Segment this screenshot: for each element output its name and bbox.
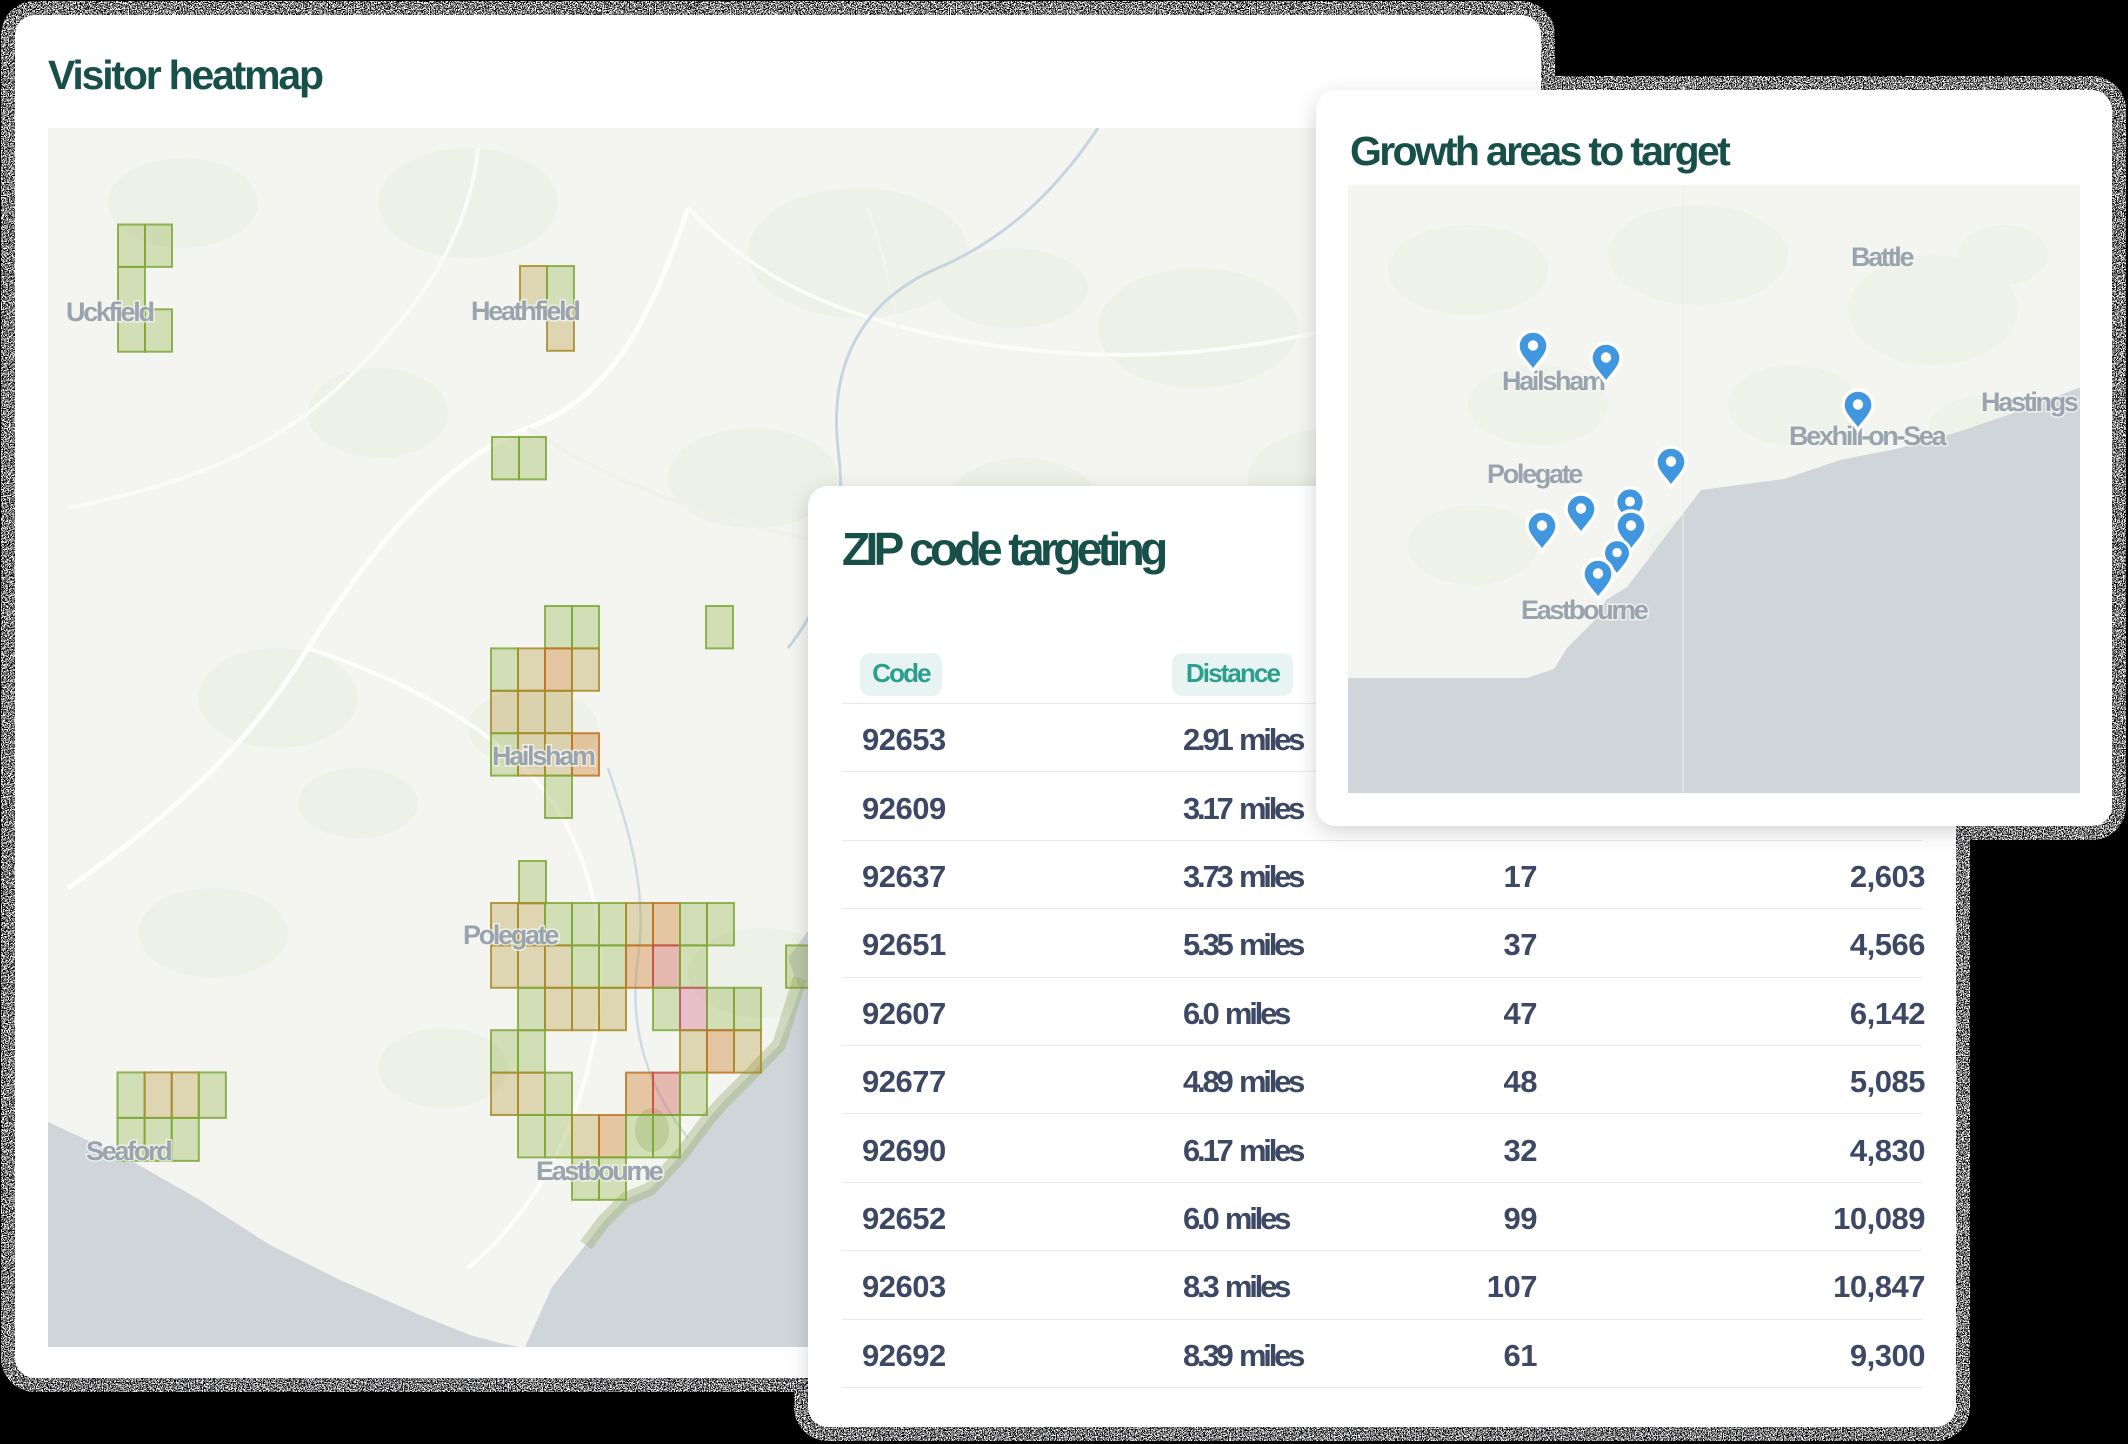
svg-text:Polegate: Polegate — [463, 920, 559, 950]
svg-text:Bexhill-on-Sea: Bexhill-on-Sea — [1789, 421, 1948, 451]
svg-text:Heathfield: Heathfield — [471, 296, 579, 326]
svg-text:Eastbourne: Eastbourne — [536, 1156, 664, 1186]
svg-text:Battle: Battle — [1851, 242, 1914, 272]
svg-text:Hailsham: Hailsham — [492, 741, 595, 771]
svg-text:Polegate: Polegate — [1487, 459, 1583, 489]
svg-text:Uckfield: Uckfield — [66, 297, 153, 327]
svg-text:Hailsham: Hailsham — [1502, 366, 1605, 396]
svg-text:Hastings: Hastings — [1981, 387, 2078, 417]
svg-text:Eastbourne: Eastbourne — [1521, 595, 1649, 625]
svg-text:Seaford: Seaford — [86, 1136, 171, 1166]
